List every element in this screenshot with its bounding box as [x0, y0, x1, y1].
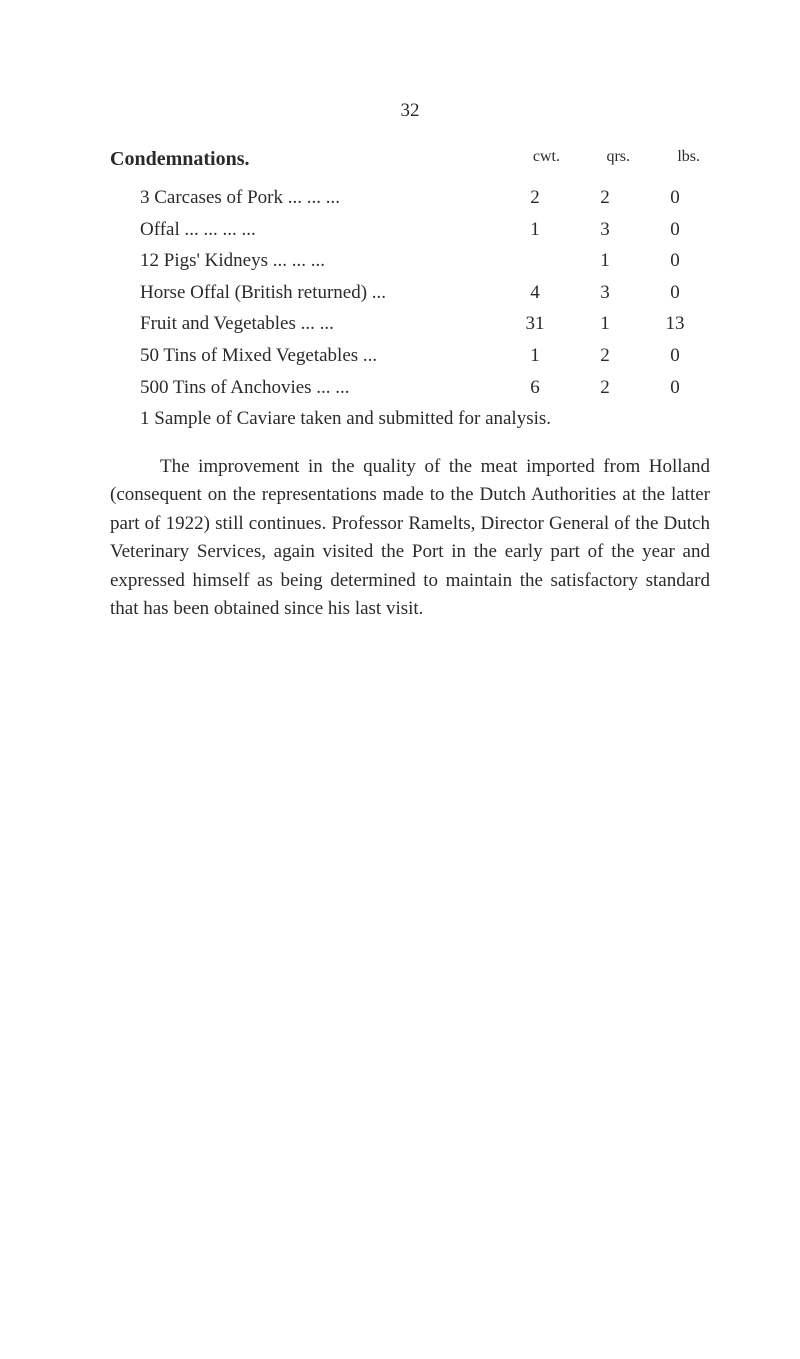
column-header-lbs: lbs. [640, 148, 710, 171]
item-label: 12 Pigs' Kidneys ... ... ... [140, 248, 500, 275]
value-cwt: 2 [500, 185, 570, 212]
sample-note: 1 Sample of Caviare taken and submitted … [110, 406, 710, 433]
value-qrs: 3 [570, 217, 640, 244]
value-lbs: 0 [640, 343, 710, 370]
table-row: Horse Offal (British returned) ... 4 3 0 [110, 280, 710, 307]
value-lbs: 0 [640, 185, 710, 212]
column-header-qrs: qrs. [570, 148, 640, 171]
paragraph-text: The improvement in the quality of the me… [110, 456, 710, 620]
value-lbs: 0 [640, 248, 710, 275]
body-paragraph: The improvement in the quality of the me… [110, 453, 710, 624]
table-row: 12 Pigs' Kidneys ... ... ... 1 0 [110, 248, 710, 275]
value-cwt: 4 [500, 280, 570, 307]
value-lbs: 0 [640, 375, 710, 402]
item-label: Horse Offal (British returned) ... [140, 280, 500, 307]
item-label: 50 Tins of Mixed Vegetables ... [140, 343, 500, 370]
item-label: Fruit and Vegetables ... ... [140, 311, 500, 338]
value-qrs: 1 [570, 248, 640, 275]
value-cwt: 6 [500, 375, 570, 402]
value-lbs: 13 [640, 311, 710, 338]
value-cwt: 1 [500, 217, 570, 244]
value-qrs: 2 [570, 375, 640, 402]
table-row: 50 Tins of Mixed Vegetables ... 1 2 0 [110, 343, 710, 370]
item-label: Offal ... ... ... ... [140, 217, 500, 244]
table-row: 500 Tins of Anchovies ... ... 6 2 0 [110, 375, 710, 402]
value-qrs: 2 [570, 185, 640, 212]
value-cwt: 1 [500, 343, 570, 370]
value-lbs: 0 [640, 280, 710, 307]
item-label: 3 Carcases of Pork ... ... ... [140, 185, 500, 212]
page-number: 32 [110, 100, 710, 122]
table-row: 3 Carcases of Pork ... ... ... 2 2 0 [110, 185, 710, 212]
value-cwt [500, 248, 570, 275]
heading-row: Condemnations. cwt. qrs. lbs. [110, 148, 710, 171]
value-cwt: 31 [500, 311, 570, 338]
table-row: Fruit and Vegetables ... ... 31 1 13 [110, 311, 710, 338]
table-row: Offal ... ... ... ... 1 3 0 [110, 217, 710, 244]
value-qrs: 2 [570, 343, 640, 370]
value-qrs: 3 [570, 280, 640, 307]
section-heading: Condemnations. [110, 148, 500, 171]
item-label: 500 Tins of Anchovies ... ... [140, 375, 500, 402]
value-qrs: 1 [570, 311, 640, 338]
value-lbs: 0 [640, 217, 710, 244]
column-header-cwt: cwt. [500, 148, 570, 171]
